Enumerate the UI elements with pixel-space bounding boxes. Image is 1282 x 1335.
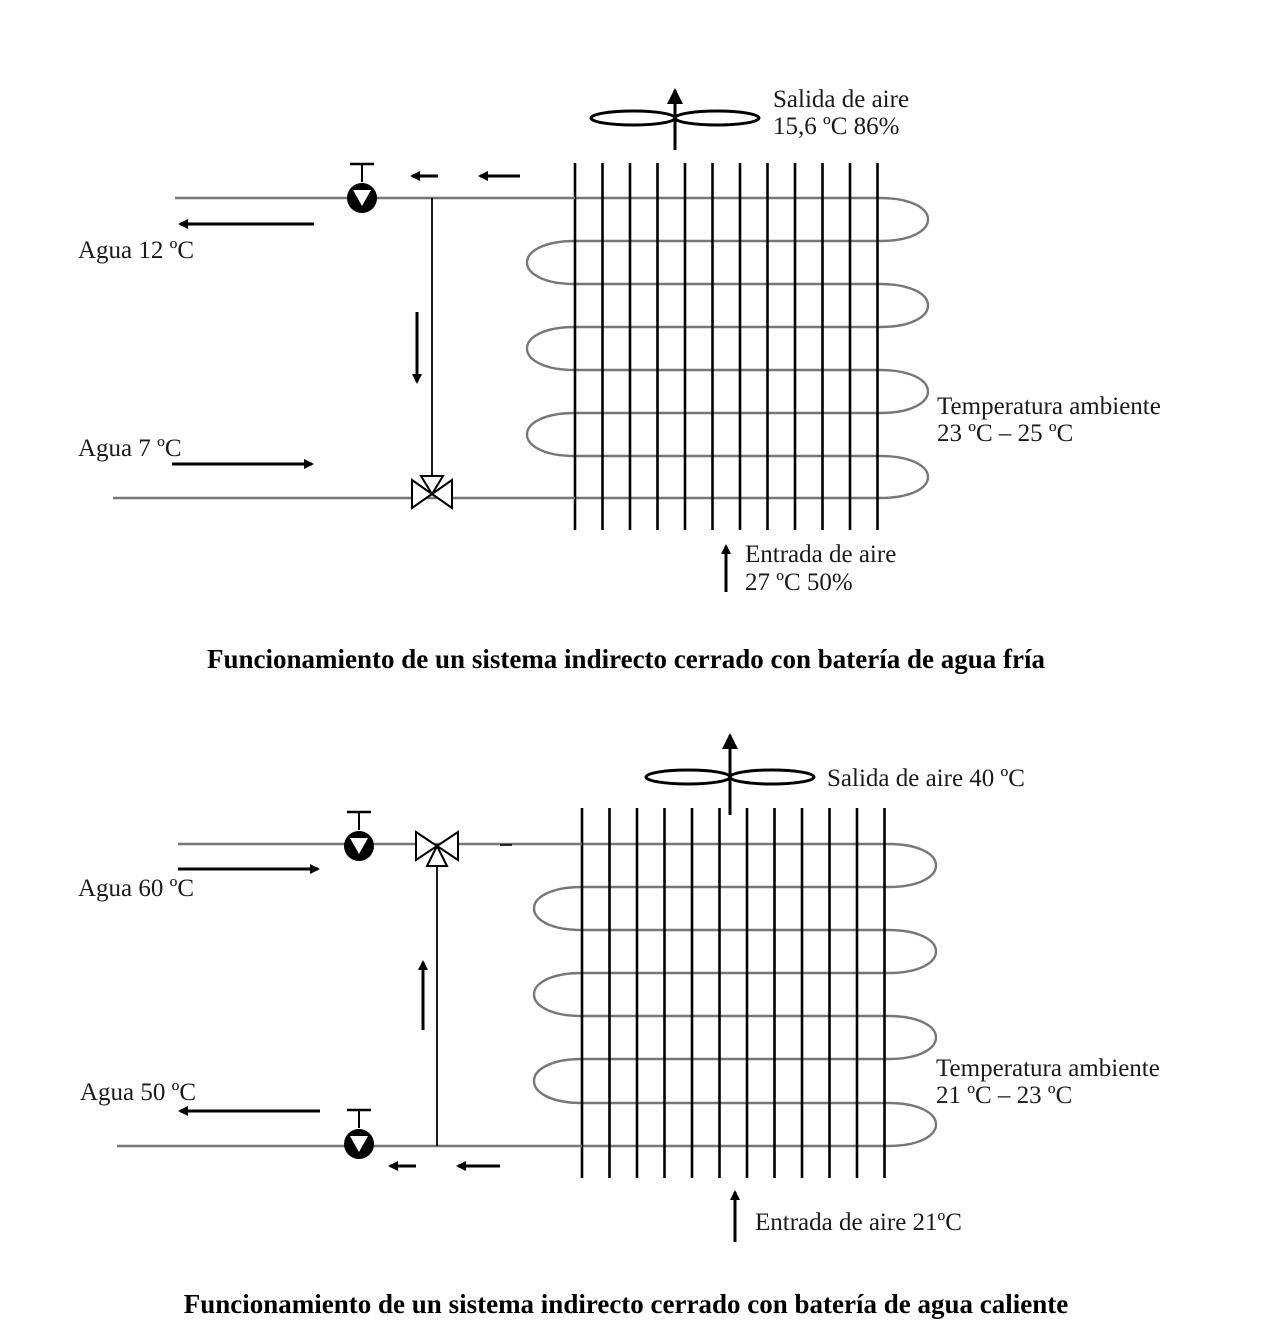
cold-ambient-label: Temperatura ambiente <box>937 393 1161 420</box>
cold-air-out-label: Salida de aire <box>773 86 909 113</box>
cold-three-way-valve-icon <box>411 475 453 510</box>
cold-caption: Funcionamiento de un sistema indirecto c… <box>207 644 1045 674</box>
coil-u-bend <box>532 885 583 932</box>
cold-coil <box>525 163 930 530</box>
cold-water-in-label: Agua 7 ºC <box>78 435 182 462</box>
coil-u-bend <box>525 325 576 372</box>
hot-coil-fins <box>580 808 886 1178</box>
coil-u-bend <box>879 454 930 500</box>
coil-u-bend <box>887 1101 938 1148</box>
cold-water-diagram: Salida de aire 15,6 ºC 86% Agua 12 ºC Ag… <box>78 86 1161 674</box>
coil-u-bend <box>525 239 576 286</box>
coil-u-bend <box>879 282 930 329</box>
coil-u-bend <box>525 411 576 458</box>
cold-water-out-label: Agua 12 ºC <box>78 237 194 264</box>
hot-three-way-valve-icon <box>415 830 459 867</box>
cold-air-out-values: 15,6 ºC 86% <box>773 113 900 140</box>
hot-caption: Funcionamiento de un sistema indirecto c… <box>184 1289 1068 1319</box>
cold-air-in-values: 27 ºC 50% <box>745 569 853 596</box>
coil-u-bend <box>879 196 930 243</box>
cold-air-in-label: Entrada de aire <box>745 541 896 568</box>
cold-fan-icon <box>589 88 761 150</box>
hot-fan-icon <box>644 733 816 815</box>
coil-u-bend <box>532 971 583 1018</box>
cold-coil-fins <box>573 163 879 530</box>
hot-water-out-label: Agua 50 ºC <box>80 1079 196 1106</box>
hot-water-diagram: Salida de aire 40 ºC Agua 60 ºC Agua 50 … <box>78 733 1160 1319</box>
hot-ambient-label: Temperatura ambiente <box>936 1055 1160 1082</box>
hot-pump-icon-bottom <box>344 1108 374 1159</box>
cold-ambient-values: 23 ºC – 25 ºC <box>937 420 1073 447</box>
hot-coil <box>532 808 938 1178</box>
coil-u-bend <box>879 368 930 415</box>
hot-air-in-label: Entrada de aire 21ºC <box>755 1209 962 1236</box>
hot-water-in-label: Agua 60 ºC <box>78 875 194 902</box>
coil-u-bend <box>887 842 938 889</box>
coil-u-bend <box>887 928 938 975</box>
cold-pump-icon <box>347 162 377 213</box>
coil-u-bend <box>887 1014 938 1061</box>
hot-ambient-values: 21 ºC – 23 ºC <box>936 1082 1072 1109</box>
hot-pump-icon-top <box>344 810 374 861</box>
hot-air-out-label: Salida de aire 40 ºC <box>827 765 1025 792</box>
coil-u-bend <box>532 1057 583 1105</box>
